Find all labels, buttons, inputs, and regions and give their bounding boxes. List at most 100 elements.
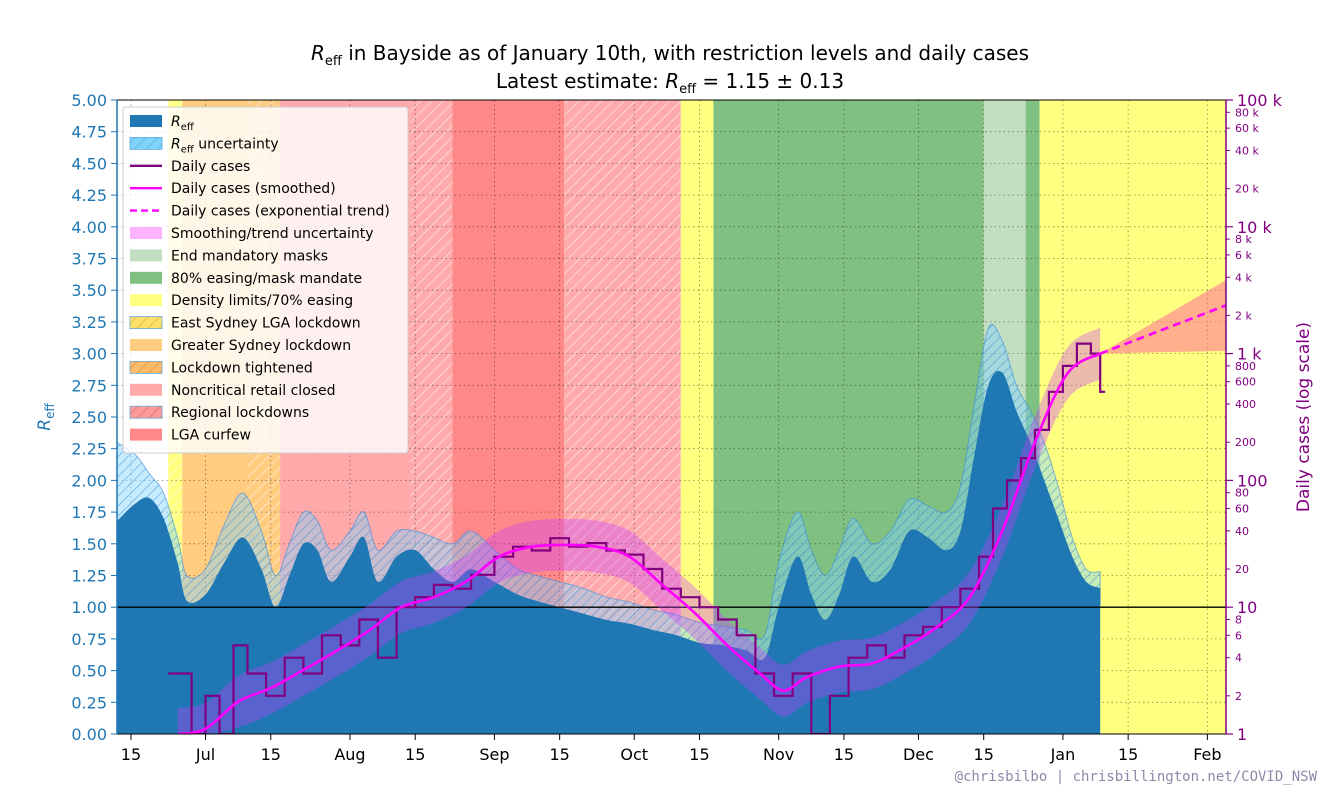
x-tick-label: 15 [974, 745, 994, 764]
smoothing-uncertainty-band [177, 327, 1101, 734]
right-minor-label: 200 [1235, 436, 1256, 449]
legend: Reff Reff uncertainty Daily cases Daily cas… [122, 106, 409, 454]
left-tick-label: 2.25 [71, 440, 107, 459]
credit-text: @chrisbilbo | chrisbillington.net/COVID_… [955, 769, 1318, 785]
left-tick-label: 0.50 [71, 662, 107, 681]
right-major-label: 100 k [1237, 91, 1283, 110]
right-minor-label: 20 [1235, 563, 1249, 576]
right-major-label: 100 [1237, 471, 1268, 490]
right-minor-label: 60 [1235, 503, 1249, 516]
legend-swatch [130, 271, 162, 284]
legend-label: Daily cases [171, 159, 250, 175]
legend-label: Noncritical retail closed [171, 383, 336, 399]
legend-label: Density limits/70% easing [171, 293, 353, 309]
left-tick-label: 0.00 [71, 725, 107, 744]
legend-swatch [130, 339, 162, 351]
left-tick-label: 0.75 [71, 630, 107, 649]
legend-label: Reff [171, 114, 195, 133]
legend-label: Reff uncertainty [171, 136, 279, 155]
left-tick-label: 5.00 [71, 91, 107, 110]
chart-title-line2: Latest estimate: Reff = 1.15 ± 0.13 [496, 69, 844, 97]
x-tick-label: 15 [1118, 745, 1138, 764]
left-tick-label: 2.50 [71, 408, 107, 427]
left-tick-label: 1.50 [71, 535, 107, 554]
left-tick-label: 0.25 [71, 693, 107, 712]
legend-swatch [130, 115, 162, 127]
x-tick-label: 15 [405, 745, 425, 764]
legend-swatch-hatch [130, 316, 162, 329]
left-tick-label: 3.50 [71, 281, 107, 300]
trend-uncertainty-band [1100, 280, 1226, 354]
trend-line [1099, 304, 1226, 355]
x-tick-label: 15 [261, 745, 281, 764]
left-axis-label: Reff [35, 403, 57, 431]
left-tick-label: 4.00 [71, 218, 107, 237]
legend-swatch-hatch [130, 361, 162, 374]
right-axis-label: Daily cases (log scale) [1294, 322, 1314, 512]
legend-label: Smoothing/trend uncertainty [171, 226, 374, 242]
right-major-label: 10 k [1237, 218, 1272, 237]
left-tick-label: 2.75 [71, 376, 107, 395]
legend-label: East Sydney LGA lockdown [171, 316, 361, 332]
right-minor-label: 40 k [1235, 144, 1259, 157]
x-tick-label: Jul [195, 745, 215, 764]
left-tick-label: 1.00 [71, 598, 107, 617]
right-minor-label: 60 k [1235, 122, 1259, 135]
legend-label: Regional lockdowns [171, 405, 309, 421]
x-tick-label: Nov [763, 745, 794, 764]
right-major-label: 1 k [1237, 345, 1262, 364]
right-minor-label: 80 k [1235, 106, 1259, 119]
legend-swatch [130, 428, 162, 441]
legend-label: End mandatory masks [171, 248, 328, 264]
right-minor-label: 4 k [1235, 271, 1252, 284]
legend-label: 80% easing/mask mandate [171, 271, 362, 287]
right-minor-label: 20 k [1235, 183, 1259, 196]
chart-title-line1: Reff in Bayside as of January 10th, with… [311, 41, 1029, 69]
right-minor-label: 8 [1235, 613, 1242, 626]
x-axis-ticks: 15 Jul 15 Aug 15 Sep 15 Oct 15 Nov 15 Dec 15 Jan 15 Feb [121, 734, 1222, 764]
reff-area [117, 370, 1101, 734]
right-minor-label: 8 k [1235, 233, 1252, 246]
left-tick-label: 4.50 [71, 154, 107, 173]
right-minor-label: 40 [1235, 525, 1249, 538]
right-major-label: 1 [1237, 725, 1247, 744]
legend-swatch [130, 294, 162, 307]
x-tick-label: Jan [1050, 745, 1076, 764]
legend-label: Lockdown tightened [171, 360, 313, 376]
left-tick-label: 2.00 [71, 471, 107, 490]
x-tick-label: 15 [549, 745, 569, 764]
legend-swatch-hatch [130, 406, 162, 419]
right-minor-label: 6 k [1235, 249, 1252, 262]
x-tick-label: Aug [334, 745, 365, 764]
legend-label: Greater Sydney lockdown [171, 338, 351, 354]
right-minor-label: 400 [1235, 398, 1256, 411]
left-tick-label: 1.25 [71, 567, 107, 586]
right-minor-label: 600 [1235, 376, 1256, 389]
left-tick-label: 3.75 [71, 250, 107, 269]
right-minor-label: 4 [1235, 652, 1242, 665]
legend-label: Daily cases (exponential trend) [171, 204, 390, 220]
left-axis-ticks: 0.00 0.25 0.50 0.75 1.00 1.25 1.50 1.75 2.00 2.25… [71, 91, 117, 744]
x-tick-label: Dec [903, 745, 934, 764]
left-tick-label: 3.00 [71, 345, 107, 364]
legend-swatch [130, 227, 162, 239]
right-minor-label: 2 [1235, 690, 1242, 703]
right-minor-label: 6 [1235, 629, 1242, 642]
legend-swatch [130, 383, 162, 396]
right-minor-label: 2 k [1235, 309, 1252, 322]
left-tick-label: 4.25 [71, 186, 107, 205]
daily-cases-line [168, 342, 1106, 734]
cases-layer [168, 280, 1226, 734]
reff-layer [117, 323, 1226, 734]
smoothed-cases-line [177, 352, 1101, 734]
left-tick-label: 3.25 [71, 313, 107, 332]
x-tick-label: Feb [1193, 745, 1221, 764]
legend-label: Daily cases (smoothed) [171, 181, 336, 197]
legend-label: LGA curfew [171, 428, 251, 444]
left-tick-label: 4.75 [71, 123, 107, 142]
right-minor-label: 80 [1235, 487, 1249, 500]
x-tick-label: 15 [689, 745, 709, 764]
legend-swatch-hatch [130, 137, 162, 150]
x-tick-label: 15 [834, 745, 854, 764]
